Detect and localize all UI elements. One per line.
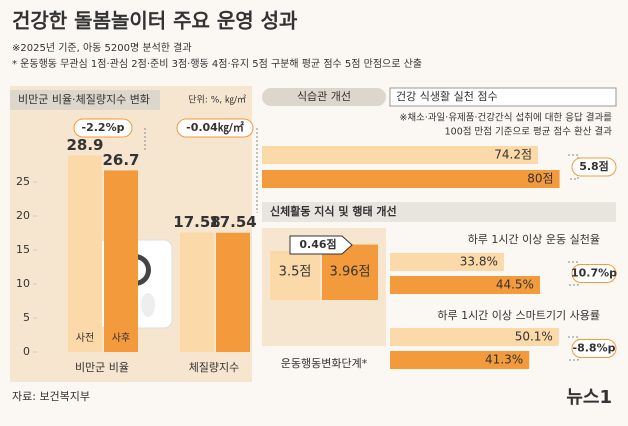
bar (390, 328, 559, 346)
x-tick-label: 운동행동변화단계* (281, 357, 368, 370)
y-tick-label: 20 (16, 209, 30, 222)
bar (262, 170, 560, 188)
annotation-box (73, 118, 133, 138)
annotation: -8.8%p (573, 342, 616, 355)
chart-title: 비만군 비율·체질량지수 변화 (18, 93, 150, 106)
y-tick-label: 0 (23, 345, 30, 358)
annotation: -0.04㎏/㎡ (186, 120, 244, 135)
y-tick-label: 15 (16, 243, 30, 256)
annotation-box (176, 118, 254, 138)
annotation-box (571, 157, 617, 177)
note: * 운동행동 무관심 1점·관심 2점·준비 3점·행동 4점·유지 5점 구분… (12, 57, 422, 70)
value-label: 28.9 (66, 136, 103, 154)
bar (180, 232, 214, 352)
logo: 뉴스1 (566, 387, 612, 408)
title-box (262, 88, 386, 106)
bar (262, 146, 539, 164)
y-tick-label: 5 (23, 311, 30, 324)
value-label: 80점 (527, 172, 553, 186)
value-label: 33.8% (460, 255, 498, 269)
value-label: 74.2점 (494, 148, 532, 162)
value-label: 41.3% (485, 353, 523, 367)
note: 100점 만점 기준으로 평균 점수 환산 결과 (445, 126, 613, 138)
annotation-box (571, 339, 617, 358)
annotation: 5.8점 (579, 159, 609, 173)
x-tick-label: 비만군 비율 (75, 361, 129, 374)
note: ※2025년 기준, 아동 5200명 분석한 결과 (12, 42, 192, 54)
bar (216, 232, 250, 352)
value-label: 26.7 (102, 151, 139, 169)
value-label: 3.96점 (330, 265, 371, 280)
bar (390, 253, 504, 271)
page-title: 건강한 돌봄놀이터 주요 운영 성과 (12, 9, 298, 33)
subtitle-box (389, 87, 617, 107)
x-tick-label: 체질량지수 (189, 361, 240, 374)
bar (104, 170, 138, 352)
annotation: -2.2%p (82, 121, 125, 134)
panel-header (10, 90, 160, 110)
note: ※채소·과일·유제품·건강간식 섭취에 대한 응답 결과를 (399, 112, 612, 124)
value-label: 44.5% (496, 278, 534, 292)
section-title: 신체활동 지식 및 행태 개선 (270, 204, 397, 218)
annotation: 0.46점 (299, 237, 336, 251)
section-header (262, 202, 616, 222)
bar (390, 351, 530, 369)
bar (68, 155, 102, 352)
value-label: 50.1% (515, 330, 553, 344)
y-tick-label: 25 (16, 175, 30, 188)
annotation-box (571, 264, 617, 283)
chart-title: 하루 1시간 이상 스마트기기 사용률 (437, 308, 600, 322)
source: 자료: 보건복지부 (12, 390, 90, 403)
bar (390, 276, 540, 294)
chart-title: 식습관 개선 (297, 90, 351, 103)
chart-title: 하루 1시간 이상 운동 실천율 (468, 232, 600, 246)
annotation-arrow (289, 235, 353, 255)
value-label: 17.58 (173, 213, 220, 231)
y-tick-label: 10 (16, 277, 30, 290)
legend-label: 사전 (76, 332, 94, 344)
value-label: 17.54 (209, 213, 256, 231)
value-label: 3.5점 (279, 265, 312, 280)
chart-subtitle: 건강 식생활 실천 점수 (396, 89, 498, 103)
unit: 단위: %, ㎏/㎡ (188, 95, 246, 106)
legend-label: 사후 (112, 332, 130, 344)
bar (270, 251, 320, 300)
annotation: 10.7%p (571, 267, 617, 280)
